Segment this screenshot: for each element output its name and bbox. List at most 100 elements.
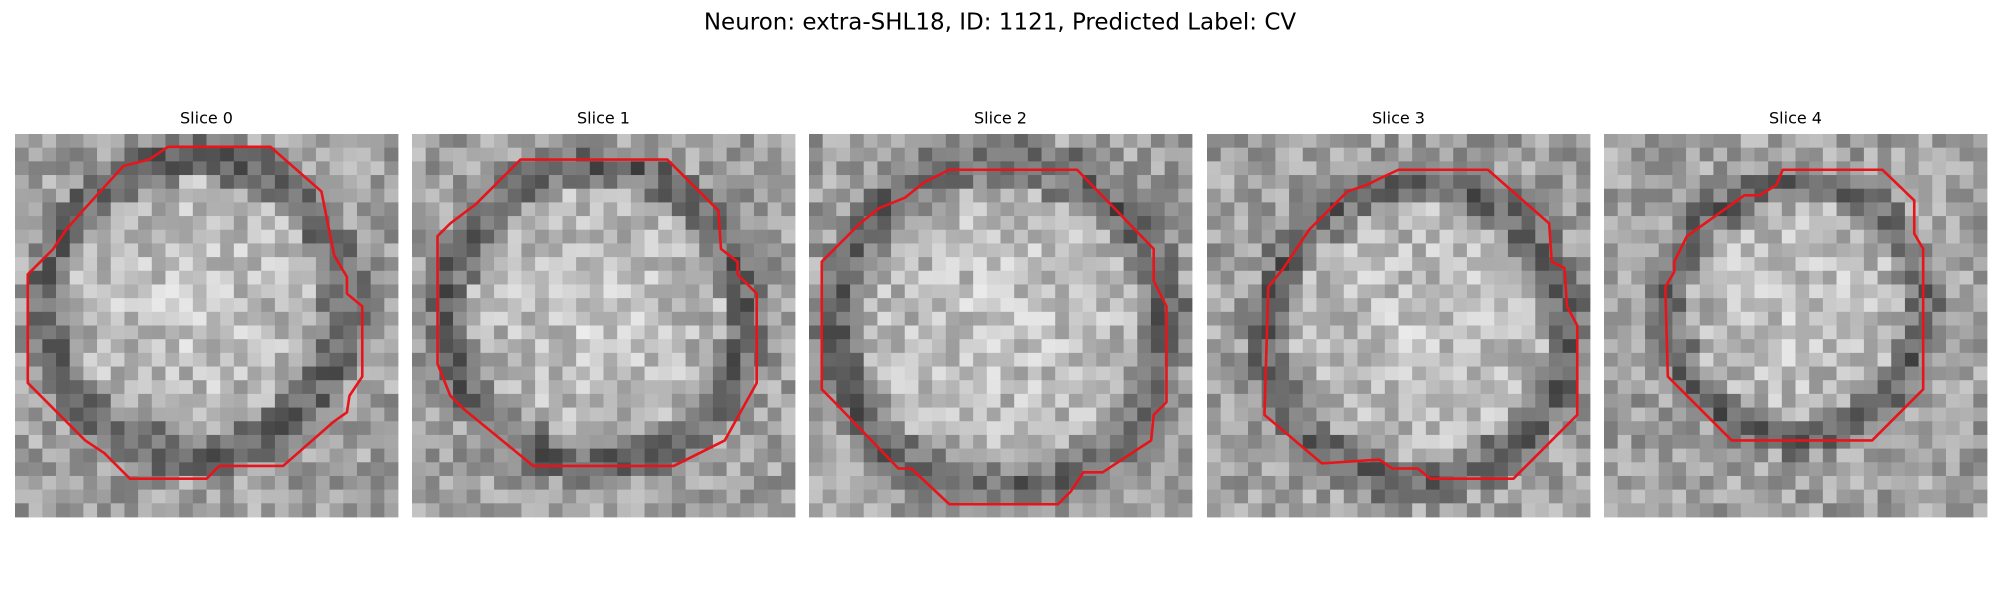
pixel [1082, 270, 1097, 285]
pixel [617, 339, 632, 354]
pixel [356, 503, 372, 518]
pixel [1439, 243, 1454, 258]
pixel [671, 352, 686, 367]
pixel [535, 298, 550, 313]
pixel [1932, 462, 1947, 477]
pixel [1000, 475, 1015, 491]
pixel [685, 462, 700, 477]
pixel [891, 407, 906, 422]
pixel [1439, 147, 1454, 162]
pixel [1220, 352, 1235, 367]
pixel [1631, 393, 1646, 408]
pixel [356, 352, 372, 367]
pixel [1466, 243, 1481, 258]
pixel [877, 270, 892, 285]
pixel [1945, 352, 1961, 367]
pixel [986, 393, 1001, 408]
pixel [466, 393, 481, 408]
pixel [1343, 325, 1358, 340]
pixel [1631, 448, 1646, 463]
pixel [562, 434, 577, 450]
pixel [124, 270, 139, 285]
pixel [1727, 380, 1742, 395]
pixel [28, 270, 43, 285]
pixel [932, 175, 947, 190]
pixel [809, 161, 824, 176]
pixel [1507, 311, 1523, 326]
pixel [1918, 229, 1933, 244]
pixel [1275, 284, 1290, 299]
pixel [124, 339, 139, 354]
pixel [1507, 462, 1523, 477]
pixel [302, 339, 317, 354]
pixel [97, 298, 112, 313]
pixel [1150, 229, 1166, 244]
pixel [822, 475, 837, 491]
pixel [110, 298, 125, 313]
pixel [1220, 216, 1235, 231]
pixel [891, 393, 906, 408]
pixel [1727, 257, 1742, 272]
pixel [753, 393, 769, 408]
pixel [425, 175, 440, 190]
pixel [356, 243, 372, 258]
pixel [1234, 270, 1249, 285]
pixel [1576, 257, 1591, 272]
pixel [1863, 393, 1878, 408]
pixel [671, 489, 686, 504]
pixel [1234, 298, 1249, 313]
pixel [1466, 188, 1481, 203]
pixel [1055, 475, 1070, 491]
pixel [904, 284, 919, 299]
pixel [1945, 339, 1961, 354]
pixel [726, 216, 741, 231]
pixel [1768, 407, 1783, 422]
pixel [685, 188, 700, 203]
pixel [1343, 448, 1358, 463]
panel: Slice 2 [809, 109, 1193, 518]
pixel [1863, 352, 1878, 367]
pixel [726, 134, 741, 149]
pixel [15, 462, 30, 477]
pixel [1932, 380, 1947, 395]
pixel [1466, 216, 1481, 231]
pixel [1631, 147, 1646, 162]
pixel [1795, 448, 1810, 463]
pixel [1713, 462, 1728, 477]
pixel [767, 462, 782, 477]
pixel [1480, 407, 1495, 422]
pixel [138, 339, 153, 354]
pixel [1768, 380, 1783, 395]
pixel [1302, 407, 1317, 422]
pixel [562, 407, 577, 422]
pixel [1822, 161, 1837, 176]
pixel [1863, 503, 1878, 518]
pixel [521, 475, 536, 491]
pixel [179, 257, 194, 272]
pixel [1548, 311, 1564, 326]
pixel [1562, 393, 1577, 408]
pixel [1768, 325, 1783, 340]
pixel [699, 202, 714, 217]
pixel [1289, 462, 1304, 477]
pixel [1316, 229, 1331, 244]
pixel [480, 339, 495, 354]
pixel [1055, 134, 1070, 149]
pixel [589, 339, 604, 354]
pixel [1617, 188, 1632, 203]
pixel [1439, 134, 1454, 149]
pixel [753, 147, 769, 162]
pixel [1384, 216, 1399, 231]
pixel [1877, 216, 1892, 231]
pixel [1521, 325, 1536, 340]
pixel [548, 229, 563, 244]
pixel [42, 407, 57, 422]
pixel [891, 448, 906, 463]
pixel [535, 188, 550, 203]
pixel [1768, 421, 1783, 436]
pixel [192, 380, 207, 395]
pixel [507, 229, 522, 244]
pixel [589, 407, 604, 422]
pixel [1055, 407, 1070, 422]
pixel [617, 366, 632, 381]
